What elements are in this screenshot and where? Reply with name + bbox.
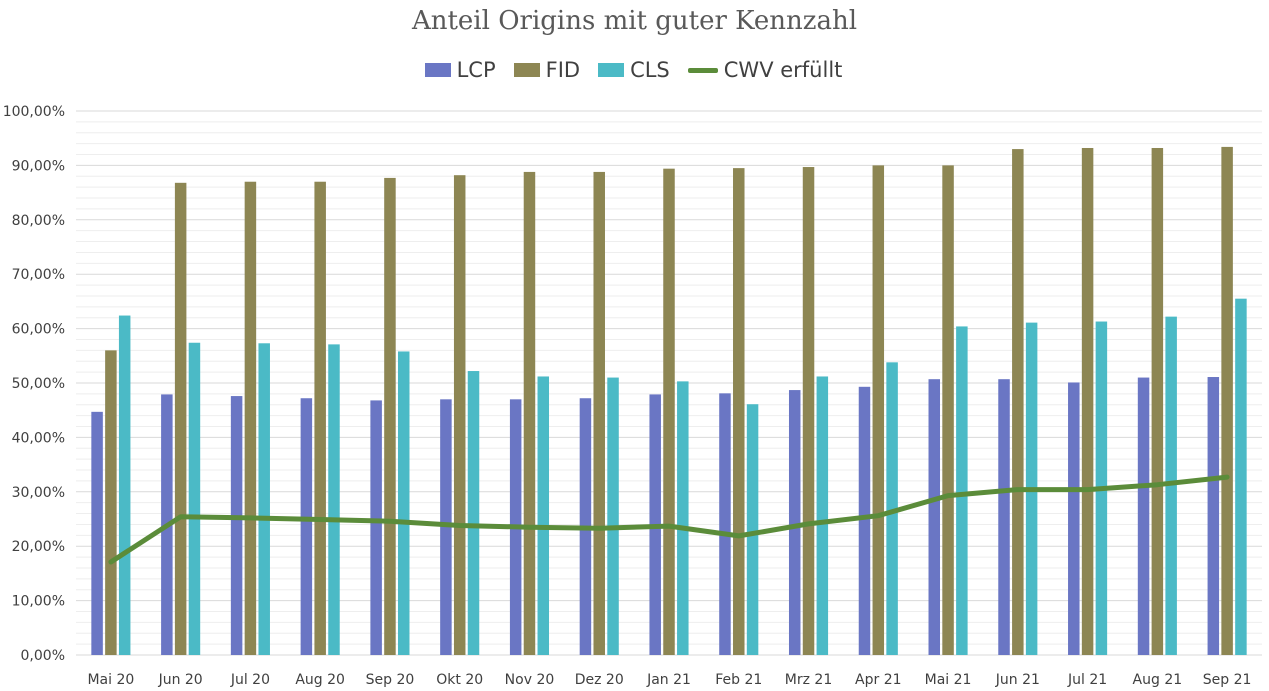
bar-cls-7 <box>607 377 619 655</box>
bar-fid-13 <box>1012 149 1024 655</box>
bar-lcp-14 <box>1068 382 1080 655</box>
legend-label-cwv: CWV erfüllt <box>723 58 843 82</box>
bar-fid-14 <box>1081 147 1094 655</box>
bar-lcp-16 <box>1207 377 1220 655</box>
chart-title: Anteil Origins mit guter Kennzahl <box>411 6 858 36</box>
bar-lcp-15 <box>1137 377 1150 655</box>
x-tick-label: Jun 20 <box>158 672 203 688</box>
bar-fid-8 <box>663 168 675 655</box>
y-tick-label: 30,00% <box>12 485 65 501</box>
bar-cls-10 <box>816 376 829 655</box>
bar-lcp-12 <box>928 379 941 655</box>
bar-lcp-2 <box>230 396 243 655</box>
bar-lcp-3 <box>300 398 313 655</box>
x-tick-label: Jun 21 <box>995 672 1040 688</box>
bars <box>91 146 1247 656</box>
x-tick-label: Sep 21 <box>1203 672 1252 688</box>
legend-swatch-lcp <box>424 63 451 77</box>
x-tick-label: Aug 20 <box>295 672 345 688</box>
y-tick-label: 60,00% <box>12 322 65 338</box>
bar-cls-6 <box>537 376 550 655</box>
bar-cls-8 <box>677 381 689 655</box>
x-tick-label: Mrz 21 <box>785 672 832 688</box>
bar-cls-12 <box>956 326 968 655</box>
y-axis-ticks: 0,00% 10,00% 20,00% 30,00% 40,00% 50,00% 60,00… <box>3 104 65 664</box>
x-tick-label: Jan 21 <box>646 672 691 688</box>
bar-cls-15 <box>1165 316 1177 655</box>
bar-fid-15 <box>1151 147 1164 655</box>
y-tick-label: 80,00% <box>12 213 65 229</box>
bar-cls-16 <box>1235 298 1247 655</box>
legend-label-fid: FID <box>545 58 581 82</box>
y-tick-label: 40,00% <box>12 430 65 446</box>
x-tick-label: Apr 21 <box>855 672 901 688</box>
x-tick-label: Jul 21 <box>1067 672 1107 688</box>
x-tick-label: Nov 20 <box>505 672 555 688</box>
legend-label-cls: CLS <box>630 58 670 82</box>
bar-lcp-9 <box>719 393 731 655</box>
y-tick-label: 0,00% <box>21 648 65 664</box>
bar-fid-7 <box>593 171 605 656</box>
cwv-line-layer <box>108 474 1230 565</box>
bar-fid-1 <box>174 182 187 656</box>
bar-lcp-13 <box>998 379 1010 655</box>
legend-item-fid: FID <box>513 58 581 82</box>
legend-swatch-cls <box>598 63 625 77</box>
y-tick-label: 70,00% <box>12 267 65 283</box>
bar-fid-6 <box>523 171 536 656</box>
bar-fid-12 <box>942 165 954 655</box>
legend-item-lcp: LCP <box>424 58 496 82</box>
y-tick-label: 10,00% <box>12 594 65 610</box>
legend-swatch-fid <box>513 63 540 77</box>
x-tick-label: Okt 20 <box>436 672 483 688</box>
bar-lcp-11 <box>858 386 871 655</box>
legend-item-cwv: CWV erfüllt <box>687 58 843 82</box>
x-axis-ticks: Mai 20 Jun 20 Jul 20 Aug 20 Sep 20 Okt 20 Nov … <box>87 672 1251 688</box>
bar-fid-16 <box>1221 146 1233 656</box>
bar-fid-3 <box>314 181 326 655</box>
bar-fid-5 <box>453 175 466 655</box>
bar-cls-0 <box>118 315 131 655</box>
x-tick-label: Mai 21 <box>925 672 972 688</box>
bar-cls-4 <box>397 351 410 655</box>
cwv-line <box>108 474 1230 565</box>
legend-item-cls: CLS <box>598 58 670 82</box>
y-tick-label: 90,00% <box>12 158 65 174</box>
bar-fid-11 <box>872 165 885 655</box>
bar-fid-0 <box>105 350 117 655</box>
legend: LCP FID CLS CWV erfüllt <box>0 58 1269 82</box>
y-tick-label: 20,00% <box>12 539 65 555</box>
bar-cls-5 <box>467 371 480 655</box>
y-tick-label: 50,00% <box>12 376 65 392</box>
legend-label-lcp: LCP <box>456 58 496 82</box>
x-tick-label: Sep 20 <box>366 672 415 688</box>
x-tick-label: Feb 21 <box>715 672 762 688</box>
bar-fid-4 <box>384 177 396 656</box>
bar-lcp-4 <box>370 400 382 655</box>
bar-cls-9 <box>746 404 759 655</box>
bar-lcp-10 <box>788 390 801 655</box>
bar-fid-10 <box>802 167 815 656</box>
y-tick-label: 100,00% <box>3 104 65 120</box>
bar-cls-11 <box>886 362 898 655</box>
bar-fid-9 <box>733 168 745 655</box>
bar-fid-2 <box>244 181 257 655</box>
x-tick-label: Aug 21 <box>1133 672 1183 688</box>
legend-swatch-cwv <box>687 67 718 73</box>
bar-cls-1 <box>188 342 201 655</box>
bar-cls-3 <box>328 344 340 655</box>
bar-cls-2 <box>258 343 270 655</box>
bar-lcp-0 <box>91 411 103 655</box>
x-tick-label: Dez 20 <box>575 672 624 688</box>
x-tick-label: Jul 20 <box>230 672 270 688</box>
bar-lcp-5 <box>440 399 452 655</box>
x-tick-label: Mai 20 <box>87 672 134 688</box>
